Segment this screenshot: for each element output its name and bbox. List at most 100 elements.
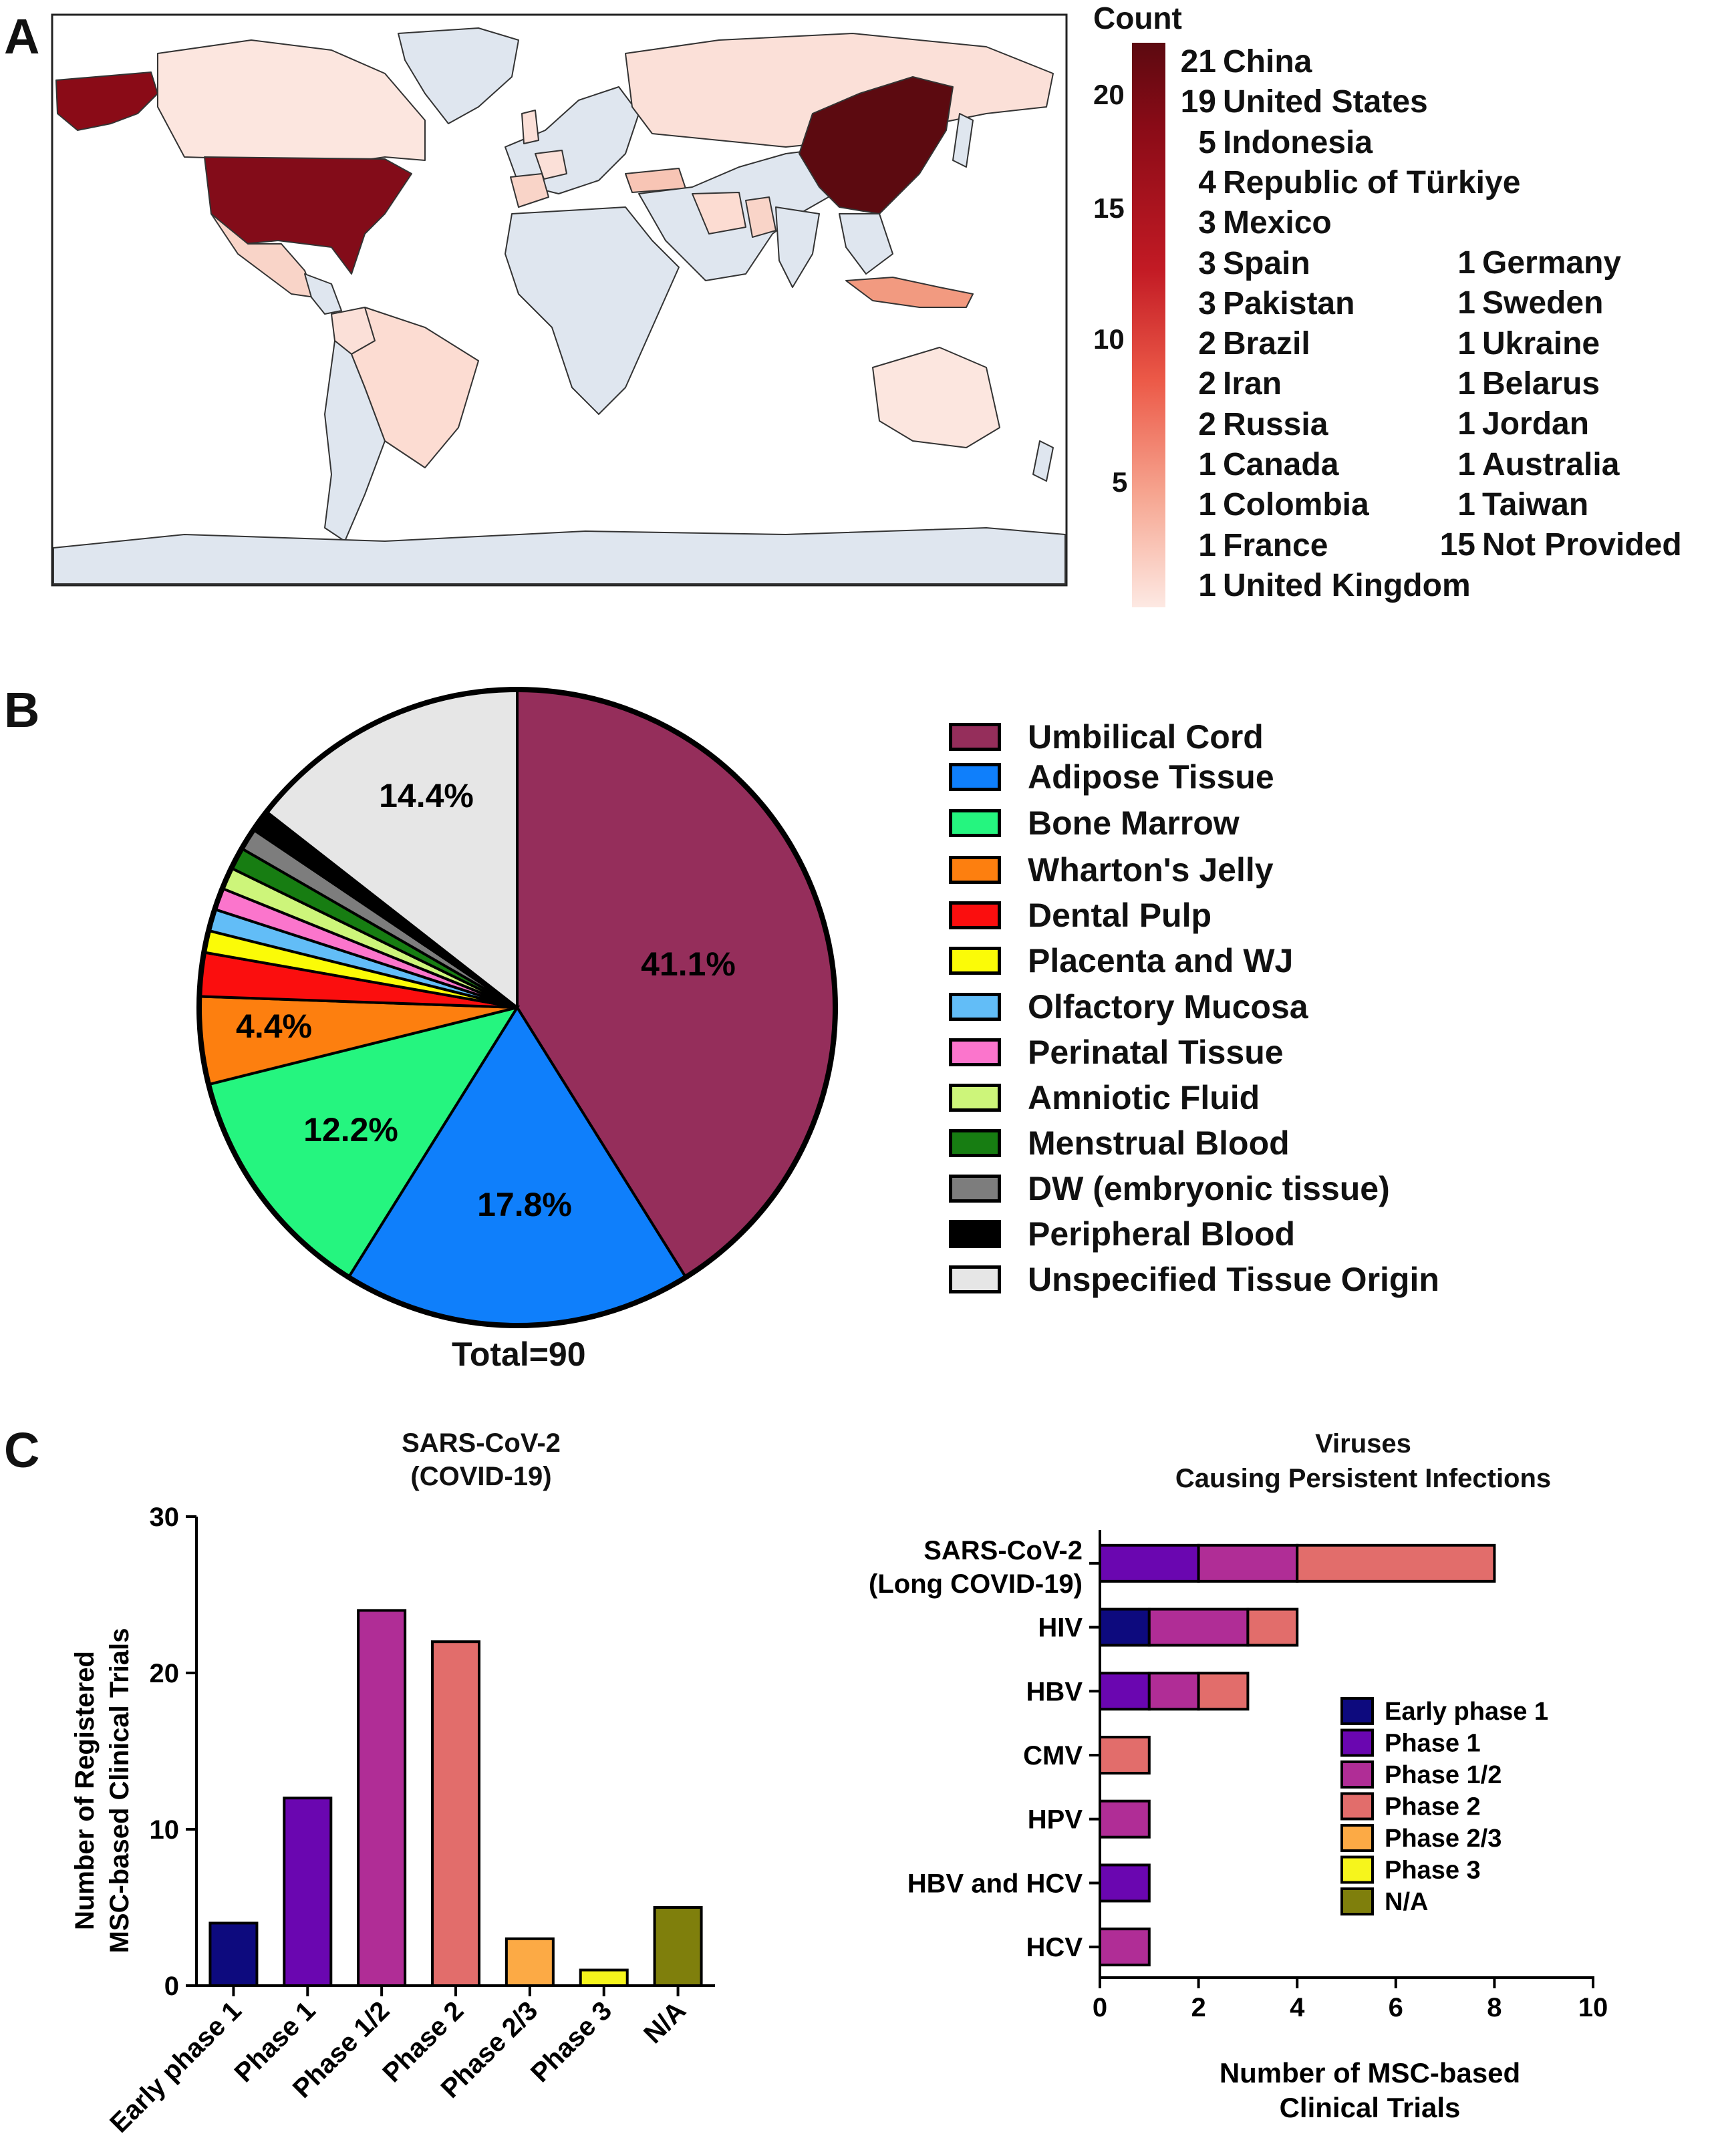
bar-left-xtick-label: N/A: [638, 1996, 692, 2049]
pie-legend-item: Dental Pulp: [949, 897, 1212, 934]
country-col1-count: 1: [1198, 567, 1216, 603]
bar-chart-covid: Number of Registered MSC-based Clinical …: [70, 1503, 715, 2139]
pie-legend-swatch: [949, 993, 1001, 1021]
country-col1-name: Indonesia: [1223, 124, 1373, 160]
country-col2-name: Not Provided: [1482, 527, 1682, 563]
bar-left-bar: [208, 1921, 259, 1988]
pie-legend-label: Umbilical Cord: [1028, 718, 1264, 756]
bar-left-bar: [579, 1968, 629, 1987]
bar-right-ytick-label: HPV: [1028, 1805, 1083, 1835]
pie-legend-swatch: [949, 1265, 1001, 1293]
country-col2-count: 1: [1457, 486, 1475, 522]
map-se-asia: [839, 213, 893, 275]
bar-right-segment: [1099, 1543, 1200, 1583]
bar-right-ytick-label: HBV and HCV: [907, 1869, 1083, 1898]
country-col1-name: Spain: [1223, 245, 1310, 281]
pie-legend-label: Adipose Tissue: [1028, 758, 1274, 796]
bar-right-legend-swatch: [1340, 1855, 1374, 1884]
pie-legend-swatch: [949, 809, 1001, 837]
bar-left-ylabel-line1: Number of Registered: [70, 1651, 100, 1930]
pie-legend-swatch: [949, 1220, 1001, 1248]
bar-left-title: SARS-CoV-2 (COVID-19): [334, 1426, 628, 1493]
country-col1-count: 3: [1198, 205, 1216, 241]
country-col1-name: United Kingdom: [1223, 567, 1471, 603]
bar-right-segment: [1197, 1543, 1299, 1583]
bar-right-ytick-label: HBV: [1026, 1677, 1083, 1706]
pie-legend-item: Placenta and WJ: [949, 942, 1293, 979]
map-greenland: [398, 27, 519, 124]
panel-label-c: C: [4, 1422, 40, 1478]
map-brazil: [351, 307, 479, 468]
bar-right-segment: [1296, 1543, 1496, 1583]
country-col2-name: Ukraine: [1482, 325, 1600, 361]
country-col1-count: 21: [1180, 44, 1216, 80]
country-col1-count: 3: [1198, 245, 1216, 281]
bar-right-xtick-label: 10: [1578, 1993, 1608, 2022]
pie-legend-swatch: [949, 1175, 1001, 1203]
bar-right-title-line2: Causing Persistent Infections: [1175, 1464, 1552, 1493]
country-col1-count: 19: [1180, 84, 1216, 120]
world-map: [51, 13, 1068, 587]
map-australia: [872, 347, 1000, 448]
bar-chart-persistent-viruses: 0 2 4 6 8 10 SARS-CoV-2 (Long COVID-19) HIV HBV CM…: [869, 1530, 1608, 2123]
pie-legend-label: Amniotic Fluid: [1028, 1079, 1260, 1116]
bar-right-legend-swatch: [1340, 1824, 1374, 1852]
country-col1-count: 2: [1198, 366, 1216, 402]
country-col1-name: Republic of Türkiye: [1223, 164, 1521, 200]
country-col1-name: Pakistan: [1223, 285, 1355, 321]
colorbar: [1132, 43, 1165, 607]
bar-right-segment: [1099, 1799, 1151, 1839]
bar-left-xtick-label: Early phase 1: [104, 1996, 247, 2139]
pie-legend-item: Perinatal Tissue: [949, 1034, 1284, 1071]
pie-legend-swatch: [949, 901, 1001, 929]
pie-legend-item: Wharton's Jelly: [949, 851, 1274, 889]
pie-label-umbilical: 41.1%: [641, 945, 736, 983]
pie-legend-swatch: [949, 947, 1001, 975]
bar-right-segment: [1147, 1607, 1250, 1647]
pie-legend-label: Bone Marrow: [1028, 804, 1240, 842]
country-col2-count: 1: [1457, 365, 1475, 402]
colorbar-tick-10: 10: [1093, 323, 1125, 355]
bar-right-title: Viruses Causing Persistent Infections: [1096, 1426, 1630, 1496]
country-col1-name: Iran: [1223, 366, 1282, 402]
bar-right-xtick-label: 4: [1290, 1993, 1305, 2022]
map-india: [775, 206, 820, 288]
country-col1-count: 3: [1198, 285, 1216, 321]
bar-right-xtick-label: 0: [1093, 1993, 1107, 2022]
bar-right-legend-label: Phase 1/2: [1385, 1761, 1502, 1789]
map-iran: [692, 192, 746, 235]
bar-left-bar: [283, 1797, 333, 1987]
country-col2-count: 1: [1457, 245, 1475, 281]
bar-right-legend-label: Phase 2: [1385, 1793, 1481, 1821]
bar-left-bar: [653, 1906, 703, 1987]
bar-left-ytick-label: 10: [150, 1815, 180, 1845]
bar-right-legend-label: Phase 2/3: [1385, 1825, 1502, 1853]
colorbar-title: Count: [1093, 1, 1182, 35]
map-china: [799, 76, 954, 214]
bar-right-segment: [1099, 1607, 1151, 1647]
bar-right-title-line1: Viruses: [1315, 1429, 1411, 1458]
bar-right-segment: [1197, 1672, 1250, 1711]
bar-right-ytick-label: SARS-CoV-2: [923, 1536, 1083, 1565]
panel-label-a: A: [4, 9, 40, 64]
map-africa: [505, 206, 680, 415]
map-central-america: [304, 273, 342, 315]
pie-legend-item: Unspecified Tissue Origin: [949, 1261, 1439, 1298]
bar-left-ytick-label: 20: [150, 1659, 180, 1688]
country-col2-name: Australia: [1482, 446, 1620, 482]
map-alaska: [55, 71, 158, 131]
bar-right-xtick-label: 8: [1487, 1993, 1502, 2022]
pie-legend-swatch: [949, 763, 1001, 791]
bar-right-ytick-label: CMV: [1023, 1741, 1083, 1770]
colorbar-tick-20: 20: [1093, 79, 1125, 110]
pie-chart: 41.1% 17.8% 12.2% 4.4% 14.4%: [196, 687, 838, 1328]
pie-legend-label: Menstrual Blood: [1028, 1124, 1290, 1162]
pie-legend-item: Olfactory Mucosa: [949, 988, 1308, 1026]
bar-right-ytick-label-line2: (Long COVID-19): [869, 1569, 1083, 1599]
panel-label-b: B: [4, 682, 40, 738]
country-col1-name: Brazil: [1223, 326, 1310, 362]
pie-legend-label: Perinatal Tissue: [1028, 1034, 1284, 1071]
pie-legend-label: Wharton's Jelly: [1028, 851, 1274, 889]
bar-left-bar: [357, 1609, 407, 1987]
bar-left-xtick-label: Phase 3: [525, 1996, 617, 2088]
